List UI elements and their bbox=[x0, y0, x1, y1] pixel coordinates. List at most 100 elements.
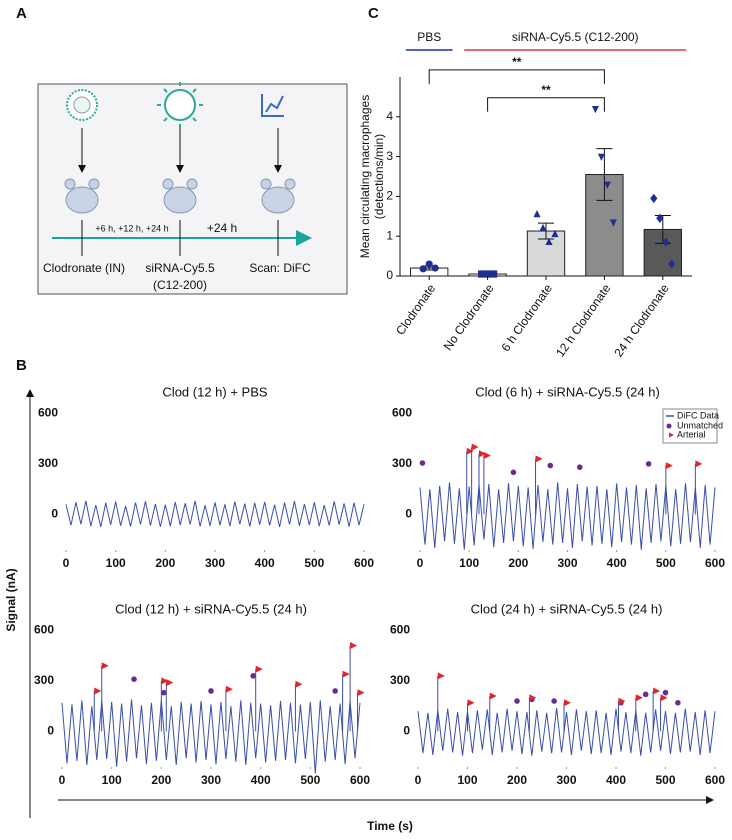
step-label: Clodronate (IN) bbox=[43, 261, 125, 275]
data-point bbox=[533, 209, 541, 218]
peak-marker bbox=[131, 676, 137, 683]
significance-bracket bbox=[487, 97, 605, 112]
significance-bracket bbox=[428, 69, 605, 84]
peak-marker bbox=[437, 672, 445, 680]
signal-trace bbox=[65, 500, 365, 528]
x-tick-label: 24 h Clodronate bbox=[611, 281, 672, 359]
legend-swatch bbox=[669, 432, 674, 438]
peak-marker bbox=[576, 464, 583, 471]
data-point bbox=[425, 260, 433, 268]
significance-label: ** bbox=[512, 55, 522, 69]
y-tick-label: 300 bbox=[390, 673, 410, 687]
peak-marker bbox=[166, 679, 174, 687]
x-tick-label: 400 bbox=[607, 556, 627, 570]
icon-liposome bbox=[66, 89, 98, 121]
data-point bbox=[419, 265, 427, 273]
x-tick-label: 0 bbox=[415, 773, 422, 787]
x-tick-label: 300 bbox=[557, 556, 577, 570]
peak-marker bbox=[419, 460, 426, 466]
y-tick-label: 0 bbox=[51, 507, 58, 521]
error-bar bbox=[596, 148, 613, 201]
x-axis-label: Time (s) bbox=[367, 819, 413, 833]
legend-label: Unmatched bbox=[677, 420, 723, 430]
y-tick-label: 0 bbox=[403, 724, 410, 738]
data-point bbox=[668, 259, 676, 269]
x-tick-label: 500 bbox=[300, 773, 320, 787]
x-tick-label: 0 bbox=[59, 773, 66, 787]
peak-marker bbox=[675, 699, 681, 706]
peak-marker bbox=[255, 665, 263, 673]
peak-marker bbox=[94, 687, 102, 695]
x-tick-label: 200 bbox=[507, 773, 527, 787]
peak-marker bbox=[642, 691, 649, 698]
data-point bbox=[431, 264, 439, 272]
chart-title: Clod (12 h) + PBS bbox=[162, 384, 267, 399]
x-tick-label: 400 bbox=[255, 556, 275, 570]
chart-title: Clod (6 h) + siRNA-Cy5.5 (24 h) bbox=[475, 384, 660, 399]
data-point bbox=[662, 237, 670, 247]
x-tick-label: 400 bbox=[606, 773, 626, 787]
peak-marker bbox=[551, 698, 557, 704]
y-tick-label: 600 bbox=[38, 406, 58, 420]
peak-marker bbox=[510, 469, 517, 476]
icon-scan bbox=[261, 94, 284, 117]
x-tick-label: 100 bbox=[457, 773, 477, 787]
peak-marker bbox=[295, 680, 303, 688]
data-point bbox=[609, 219, 617, 227]
x-tick-label: 400 bbox=[251, 773, 271, 787]
x-tick-label: 100 bbox=[459, 556, 479, 570]
x-tick-label: 100 bbox=[106, 556, 126, 570]
peak-marker bbox=[660, 694, 668, 702]
data-point bbox=[591, 105, 599, 114]
y-tick-label: 600 bbox=[34, 623, 54, 637]
y-axis-label: (detections/min) bbox=[372, 134, 386, 219]
y-tick-label: 300 bbox=[34, 673, 54, 687]
peak-marker bbox=[662, 689, 669, 696]
peak-marker bbox=[332, 688, 338, 694]
signal-trace bbox=[417, 707, 716, 756]
x-tick-label: Clodronate bbox=[393, 281, 438, 337]
signal-trace bbox=[419, 482, 716, 550]
x-tick-label: 600 bbox=[350, 773, 370, 787]
y-axis-label: Mean circulating macrophages bbox=[358, 95, 372, 258]
peak-marker bbox=[466, 447, 474, 455]
legend-swatch bbox=[666, 423, 672, 429]
x-tick-label: No Clodronate bbox=[441, 281, 497, 353]
y-tick-label: 0 bbox=[47, 724, 54, 738]
y-tick-label: 0 bbox=[386, 268, 393, 282]
peak-marker bbox=[250, 673, 257, 679]
peak-marker bbox=[357, 689, 365, 697]
data-point bbox=[603, 181, 611, 189]
significance-label: ** bbox=[541, 83, 551, 97]
y-tick-label: 300 bbox=[392, 456, 412, 470]
data-point bbox=[539, 223, 547, 232]
x-tick-label: 0 bbox=[63, 556, 70, 570]
peak-marker bbox=[161, 689, 167, 696]
x-tick-label: 200 bbox=[508, 556, 528, 570]
peak-marker bbox=[514, 698, 520, 704]
data-point bbox=[656, 213, 664, 223]
x-tick-label: 600 bbox=[705, 773, 725, 787]
peak-marker bbox=[564, 699, 572, 707]
x-tick-label: 200 bbox=[155, 556, 175, 570]
step-label: Scan: DiFC bbox=[249, 261, 311, 275]
peak-marker bbox=[653, 687, 661, 695]
step-label: siRNA-Cy5.5 bbox=[145, 261, 215, 275]
peak-marker bbox=[479, 450, 486, 458]
legend-label: DiFC Data bbox=[677, 410, 719, 420]
peak-marker bbox=[467, 699, 475, 707]
peak-marker bbox=[225, 685, 233, 693]
y-tick-label: 3 bbox=[386, 149, 393, 163]
peak-marker bbox=[695, 460, 703, 468]
peak-marker bbox=[208, 688, 214, 694]
group-label: siRNA-Cy5.5 (C12-200) bbox=[512, 30, 639, 44]
legend-box bbox=[662, 408, 718, 444]
peak-marker bbox=[547, 462, 554, 469]
x-tick-label: 500 bbox=[304, 556, 324, 570]
chart-title: Clod (12 h) + siRNA-Cy5.5 (24 h) bbox=[115, 601, 307, 616]
legend-label: Arterial bbox=[677, 429, 706, 439]
x-tick-label: 100 bbox=[102, 773, 122, 787]
peak-marker bbox=[161, 677, 169, 685]
x-tick-label: 600 bbox=[705, 556, 725, 570]
x-tick-label: 600 bbox=[354, 556, 374, 570]
